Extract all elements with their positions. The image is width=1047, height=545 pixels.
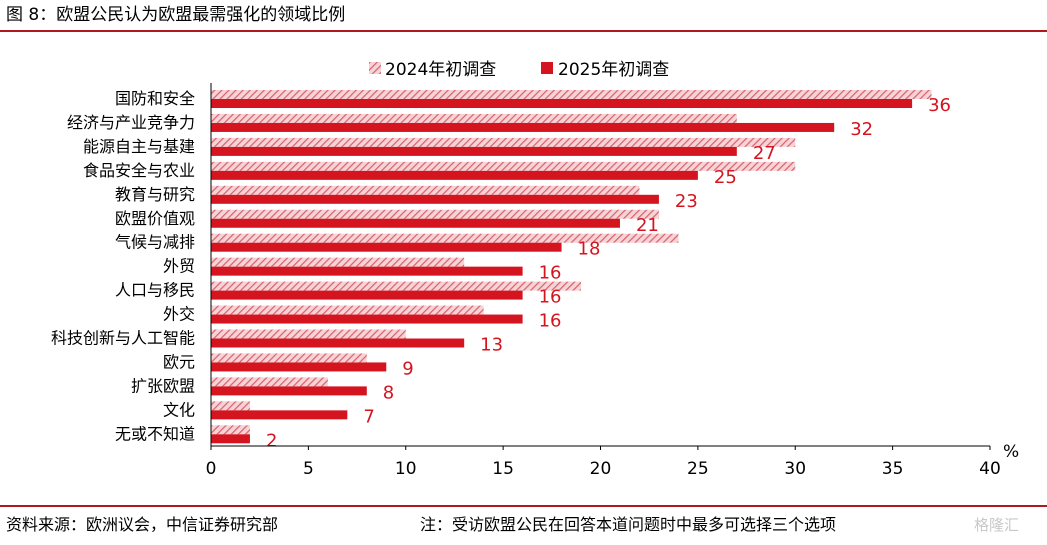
bar-2024: [211, 137, 796, 147]
bar-2025: [211, 99, 913, 108]
bar-2025: [211, 266, 523, 276]
data-label: 23: [675, 191, 698, 212]
bar-2025: [211, 362, 387, 372]
bar-chart: 2024年初调查 2025年初调查 国防和安全 36 经济与产业竞争力 32 能源自主与基…: [51, 60, 1019, 479]
bar-2025: [211, 146, 737, 156]
source-text: 资料来源：欧洲议会，中信证券研究部: [6, 515, 279, 534]
x-unit-label: %: [1003, 442, 1019, 462]
data-label: 2: [266, 430, 277, 451]
bar-2025: [211, 122, 835, 132]
category-label: 国防和安全: [115, 89, 195, 108]
bar-2024: [211, 90, 932, 99]
category-label: 经济与产业竞争力: [67, 113, 195, 132]
bar-2024: [211, 353, 367, 363]
data-label: 8: [383, 382, 394, 403]
bar-2025: [211, 386, 367, 396]
category-label: 食品安全与农业: [83, 161, 195, 180]
x-tick-label: 25: [687, 459, 709, 479]
bar-2025: [211, 290, 523, 300]
bar-2024: [211, 209, 659, 219]
bar-2025: [211, 170, 698, 180]
bar-2024: [211, 305, 484, 315]
bar-2024: [211, 257, 465, 267]
data-label: 13: [480, 335, 503, 356]
bar-2025: [211, 194, 659, 204]
x-tick-label: 0: [206, 459, 217, 479]
bar-2025: [211, 410, 348, 420]
category-label: 气候与减排: [115, 233, 195, 252]
title-rule: [0, 30, 1047, 32]
legend-label-2025: 2025年初调查: [558, 60, 669, 80]
bar-2024: [211, 401, 250, 411]
x-axis: 0 5 10 15 20 25 30 35 40%: [206, 83, 1019, 479]
category-label: 教育与研究: [115, 185, 195, 204]
bar-2024: [211, 233, 679, 243]
bar-2024: [211, 281, 582, 291]
bar-2025: [211, 434, 250, 444]
category-label: 欧元: [163, 352, 195, 371]
data-label: 16: [539, 287, 562, 308]
watermark: 格隆汇: [974, 516, 1020, 534]
category-label: 欧盟价值观: [115, 209, 195, 228]
bar-2024: [211, 329, 406, 339]
x-tick-label: 40: [979, 459, 1001, 479]
x-tick-label: 5: [303, 459, 314, 479]
x-tick-label: 10: [395, 459, 417, 479]
legend-label-2024: 2024年初调查: [385, 60, 496, 80]
data-label: 18: [578, 239, 601, 260]
data-label: 21: [636, 215, 659, 236]
category-label: 无或不知道: [115, 424, 195, 443]
data-label: 9: [402, 358, 413, 379]
category-label: 人口与移民: [115, 281, 195, 300]
bar-2024: [211, 113, 737, 123]
x-tick-label: 30: [784, 459, 806, 479]
data-label: 7: [363, 406, 374, 427]
data-label: 25: [714, 167, 737, 188]
category-label: 外交: [163, 305, 195, 324]
category-label: 文化: [163, 400, 195, 419]
note-text: 注：受访欧盟公民在回答本道问题时中最多可选择三个选项: [420, 515, 837, 534]
bar-2025: [211, 314, 523, 324]
bar-2024: [211, 425, 250, 435]
legend-swatch-2024: [369, 62, 381, 74]
x-tick-label: 35: [882, 459, 904, 479]
bar-2024: [211, 185, 640, 195]
footer-rule: [0, 505, 1047, 507]
data-label: 36: [928, 95, 951, 116]
legend-swatch-2025: [541, 62, 553, 74]
bar-2025: [211, 338, 465, 348]
data-label: 27: [753, 143, 776, 164]
category-label: 扩张欧盟: [131, 376, 195, 395]
data-label: 16: [539, 263, 562, 284]
category-label: 能源自主与基建: [83, 137, 195, 156]
figure-title: 图 8：欧盟公民认为欧盟最需强化的领域比例: [6, 5, 346, 25]
x-tick-label: 15: [492, 459, 514, 479]
bar-2024: [211, 161, 796, 171]
category-label: 科技创新与人工智能: [51, 329, 195, 348]
category-label: 外贸: [163, 257, 195, 276]
bar-2024: [211, 377, 328, 387]
data-label: 32: [850, 119, 873, 140]
chart-legend: 2024年初调查 2025年初调查: [369, 60, 669, 80]
bar-2025: [211, 218, 620, 228]
x-tick-label: 20: [590, 459, 612, 479]
data-label: 16: [539, 311, 562, 332]
bar-2025: [211, 242, 562, 252]
